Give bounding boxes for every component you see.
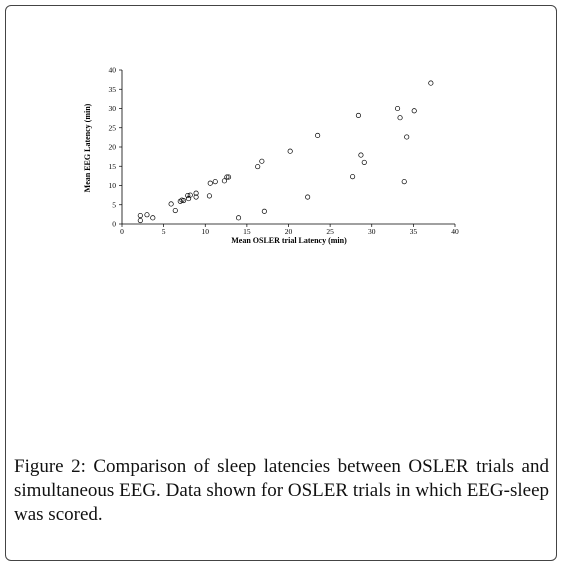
- data-point: [172, 207, 178, 214]
- x-axis-title: Mean OSLER trial Latency (min): [231, 236, 347, 245]
- y-tick-label: 25: [109, 123, 117, 132]
- data-point: [397, 115, 403, 121]
- data-point: [355, 112, 361, 118]
- data-point: [236, 215, 242, 221]
- x-tick-label: 20: [285, 227, 293, 236]
- y-tick-label: 35: [109, 85, 117, 94]
- y-tick-label: 5: [112, 200, 116, 209]
- y-tick-label: 20: [109, 143, 117, 152]
- x-tick-label: 10: [202, 227, 210, 236]
- data-point: [168, 201, 174, 207]
- data-point: [315, 132, 321, 139]
- data-point: [411, 108, 417, 114]
- figure-caption: Figure 2: Comparison of sleep latencies …: [14, 455, 549, 527]
- data-point: [261, 208, 267, 214]
- data-point: [305, 194, 311, 200]
- data-point: [358, 152, 364, 158]
- x-tick-label: 5: [162, 227, 166, 236]
- figure-frame: [5, 5, 557, 561]
- x-tick-label: 15: [243, 227, 251, 236]
- data-point: [144, 212, 150, 218]
- data-point: [350, 174, 356, 180]
- data-point: [226, 174, 232, 180]
- data-point: [361, 159, 367, 165]
- data-point: [401, 179, 407, 185]
- data-point: [259, 158, 265, 164]
- data-point: [185, 192, 191, 199]
- plot-axes: [121, 70, 455, 225]
- axis-ticks: 0 5 10 15 20 25 30 35 40 0 5 10 15 20 25 30 35 40: [109, 66, 460, 237]
- data-point: [395, 105, 401, 112]
- data-point: [193, 190, 199, 196]
- data-point: [193, 194, 199, 200]
- y-tick-label: 40: [109, 66, 117, 75]
- data-point: [287, 148, 293, 154]
- data-point: [137, 217, 143, 224]
- y-tick-label: 10: [109, 181, 117, 190]
- data-points: [137, 80, 434, 224]
- y-tick-label: 15: [109, 162, 117, 171]
- data-point: [137, 212, 143, 219]
- data-point: [207, 180, 213, 186]
- y-tick-label: 30: [109, 104, 117, 113]
- y-tick-label: 0: [112, 220, 116, 229]
- data-point: [224, 174, 230, 180]
- x-tick-label: 40: [451, 227, 459, 236]
- data-point: [212, 179, 218, 185]
- data-point: [221, 178, 227, 184]
- x-tick-label: 30: [368, 227, 376, 236]
- x-tick-label: 0: [120, 227, 124, 236]
- data-point: [187, 192, 193, 198]
- x-tick-label: 35: [410, 227, 418, 236]
- x-tick-label: 25: [326, 227, 334, 236]
- data-point: [181, 197, 187, 204]
- figure-caption-text: Comparison of sleep latencies between OS…: [14, 456, 549, 525]
- data-point: [150, 215, 156, 221]
- data-point: [255, 164, 261, 170]
- data-point: [428, 80, 434, 86]
- figure-caption-label: Figure 2:: [14, 456, 86, 477]
- y-axis-title: Mean EEG Latency (min): [83, 103, 92, 192]
- scatter-plot: 0 5 10 15 20 25 30 35 40 0 5 10 15 20 25 30 35 40 Mean OS…: [83, 66, 460, 246]
- data-point: [404, 134, 410, 140]
- data-point: [206, 193, 212, 199]
